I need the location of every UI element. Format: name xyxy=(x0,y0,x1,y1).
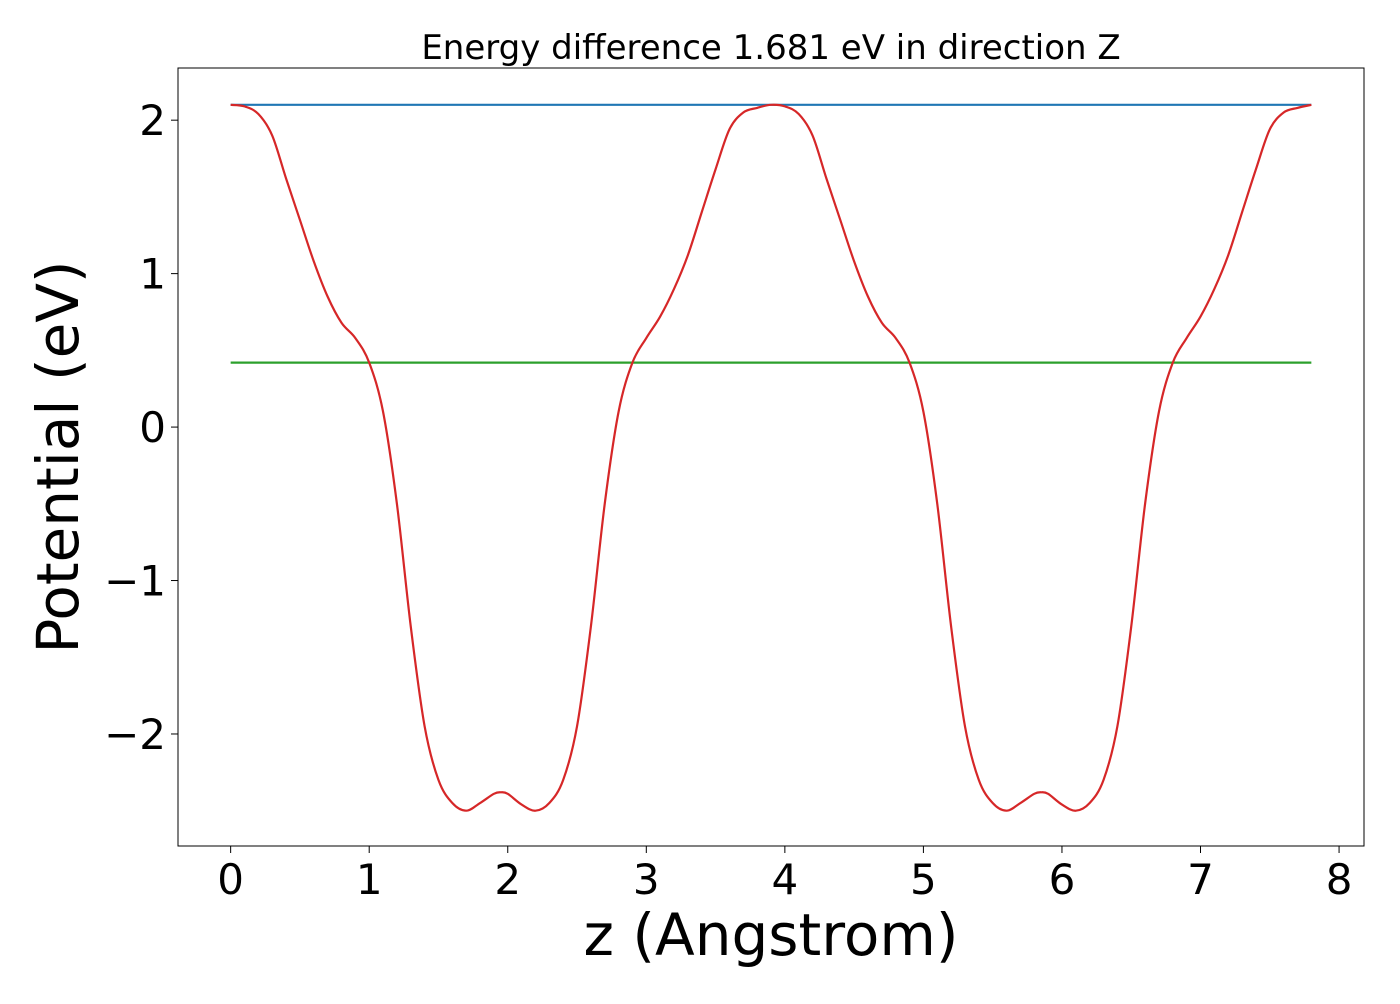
y-axis-ticks: −2 −1 0 1 2 xyxy=(104,96,178,759)
x-tick-label: 5 xyxy=(910,855,937,904)
x-axis-label: z (Angstrom) xyxy=(584,901,959,969)
y-tick-label: 1 xyxy=(139,250,166,299)
x-tick-label: 6 xyxy=(1049,855,1076,904)
series-layer xyxy=(230,103,1312,812)
x-tick-label: 2 xyxy=(494,855,521,904)
y-tick-label: 0 xyxy=(139,403,166,452)
plot-frame xyxy=(177,67,1365,847)
x-axis-ticks: 0 1 2 3 4 5 6 7 8 xyxy=(217,846,1352,904)
y-tick-label: −1 xyxy=(104,557,166,606)
y-tick-label: 2 xyxy=(139,96,166,145)
y-tick-label: −2 xyxy=(104,710,166,759)
x-tick-label: 7 xyxy=(1187,855,1214,904)
red-line xyxy=(230,103,1312,812)
x-tick-label: 4 xyxy=(771,855,798,904)
y-axis-label: Potential (eV) xyxy=(24,260,92,653)
x-tick-label: 3 xyxy=(633,855,660,904)
x-tick-label: 8 xyxy=(1326,855,1353,904)
x-tick-label: 1 xyxy=(356,855,383,904)
x-tick-label: 0 xyxy=(217,855,244,904)
chart-title: Energy difference 1.681 eV in direction … xyxy=(421,28,1120,68)
